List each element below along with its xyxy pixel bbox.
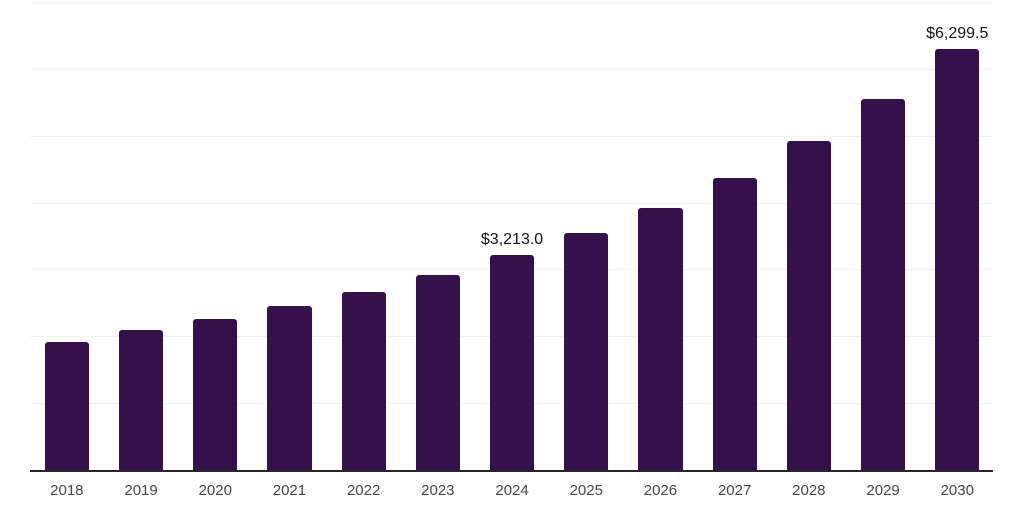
x-tick-label-2027: 2027: [717, 482, 752, 499]
grid-line-7000: [30, 2, 993, 3]
x-tick-label-2019: 2019: [124, 482, 158, 499]
x-tick-label-2029: 2029: [866, 482, 900, 499]
x-tick-label-2022: 2022: [346, 482, 381, 499]
x-axis-ticks: 2018 2019 2020 2021 2022 2023 2024 2025 2026 2027…: [0, 483, 1024, 503]
bar-2025[interactable]: [564, 233, 609, 470]
grid-line-5000: [30, 135, 993, 137]
bar-2024[interactable]: [489, 255, 535, 470]
bar-2027[interactable]: [712, 177, 757, 470]
bar-2030[interactable]: [935, 48, 980, 470]
x-tick-label-2026: 2026: [643, 482, 678, 499]
bar-2029[interactable]: [860, 99, 906, 470]
x-tick-label-2030: 2030: [940, 482, 974, 499]
x-tick-label-2025: 2025: [569, 482, 603, 499]
x-tick-label-2023: 2023: [421, 482, 455, 499]
bar-2023[interactable]: [415, 274, 460, 470]
bar-2026[interactable]: [638, 207, 683, 470]
grid-line-4000: [30, 202, 993, 204]
x-tick-label-2028: 2028: [792, 482, 826, 499]
x-tick-label-2018: 2018: [50, 482, 84, 499]
value-label-2030: $6,299.5: [926, 24, 989, 42]
bar-2021[interactable]: [267, 305, 312, 470]
bar-2019[interactable]: [118, 329, 164, 470]
x-tick-label-2021: 2021: [272, 482, 307, 499]
bar-2020[interactable]: [193, 318, 238, 470]
value-label-2024: $3,213.0: [480, 231, 544, 249]
x-tick-label-2020: 2020: [198, 482, 232, 499]
plot-area: $3,213.0 $6,299.5: [30, 2, 993, 472]
bar-2022[interactable]: [341, 291, 386, 470]
bar-2028[interactable]: [786, 141, 831, 470]
grid-line-6000: [30, 68, 993, 70]
bar-2018[interactable]: [44, 341, 89, 470]
x-tick-label-2024: 2024: [495, 482, 529, 499]
